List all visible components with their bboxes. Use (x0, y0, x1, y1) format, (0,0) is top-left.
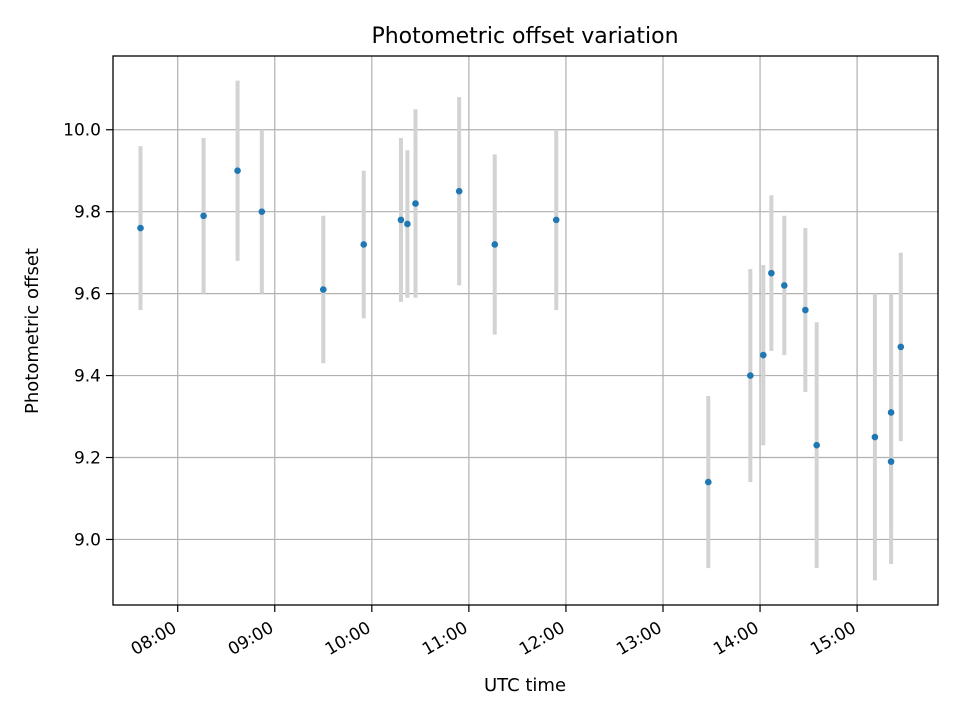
y-tick-label: 9.4 (74, 367, 101, 387)
data-point (397, 216, 405, 224)
y-tick-label: 9.6 (74, 285, 101, 305)
y-tick-label: 9.8 (74, 203, 101, 223)
y-tick-label: 9.0 (74, 530, 101, 550)
y-tick-label: 10.0 (63, 121, 101, 141)
x-axis-label: UTC time (484, 675, 566, 696)
data-point (759, 351, 767, 359)
data-point (412, 200, 419, 207)
y-tick-label: 9.2 (74, 449, 101, 469)
data-point (455, 187, 463, 195)
data-point (813, 441, 820, 449)
chart-title: Photometric offset variation (371, 24, 678, 49)
data-point (802, 306, 809, 314)
data-point (871, 433, 879, 441)
data-point (781, 282, 788, 289)
data-point (747, 372, 754, 379)
data-points (137, 167, 905, 486)
data-point (552, 216, 560, 224)
data-point (234, 167, 241, 175)
data-point (137, 224, 144, 232)
data-point (258, 208, 266, 215)
data-point (491, 241, 499, 248)
y-axis-label: Photometric offset (22, 248, 43, 414)
data-point (887, 458, 895, 465)
data-point (897, 343, 905, 351)
data-point (704, 478, 712, 486)
data-point (319, 286, 327, 293)
data-point (887, 409, 895, 416)
data-point (200, 212, 207, 220)
data-point (404, 220, 411, 228)
data-point (360, 241, 368, 248)
data-point (768, 269, 775, 277)
y-ticks: 9.0 9.2 9.4 9.6 9.8 10.0 (63, 121, 113, 550)
plot-frame (112, 55, 939, 606)
grid (113, 56, 938, 605)
